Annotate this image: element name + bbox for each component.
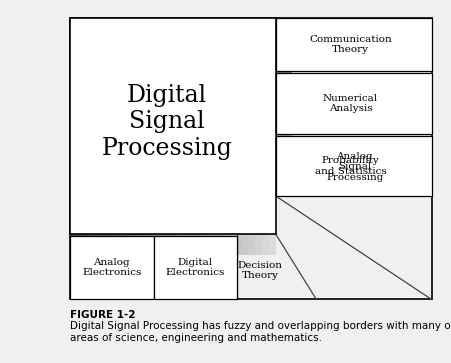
Bar [275, 54, 291, 60]
Text: Probability
and Statistics: Probability and Statistics [314, 156, 386, 176]
Bar [275, 137, 291, 143]
Bar [221, 232, 227, 255]
Bar [275, 136, 431, 196]
Bar [70, 236, 153, 299]
Bar [275, 83, 291, 89]
Bar [145, 232, 152, 255]
Bar [275, 30, 291, 36]
Bar [153, 236, 237, 299]
Bar [83, 232, 90, 255]
Bar [193, 232, 200, 255]
Bar [275, 184, 291, 190]
Bar [275, 190, 291, 196]
Bar [262, 232, 268, 255]
Bar [104, 232, 111, 255]
Bar [275, 42, 291, 48]
Bar [179, 232, 186, 255]
Text: Digital
Signal
Processing: Digital Signal Processing [101, 84, 232, 160]
Bar [248, 232, 254, 255]
Bar [118, 232, 124, 255]
Text: Decision
Theory: Decision Theory [237, 261, 282, 280]
Bar [241, 232, 248, 255]
Bar [275, 113, 291, 119]
Text: Digital Signal Processing has fuzzy and overlapping borders with many other
area: Digital Signal Processing has fuzzy and … [70, 321, 451, 343]
Text: Analog
Signal
Processing: Analog Signal Processing [326, 152, 382, 182]
Bar [275, 24, 291, 30]
Bar [275, 18, 291, 24]
Bar [275, 48, 291, 54]
Bar [90, 232, 97, 255]
Bar [70, 232, 77, 255]
Bar [214, 232, 221, 255]
Bar [124, 232, 132, 255]
Bar [138, 232, 145, 255]
Bar [275, 107, 291, 113]
Bar [275, 36, 291, 42]
Bar [275, 172, 291, 178]
Bar [275, 178, 291, 184]
Bar [275, 60, 291, 66]
Bar [186, 232, 193, 255]
Bar [77, 232, 83, 255]
Bar [275, 143, 291, 148]
Bar [200, 232, 207, 255]
Text: Digital
Electronics: Digital Electronics [166, 258, 225, 277]
Text: Analog
Electronics: Analog Electronics [82, 258, 141, 277]
Bar [275, 101, 291, 107]
Bar [268, 232, 275, 255]
Bar [132, 232, 138, 255]
Bar [70, 18, 275, 234]
Bar [97, 232, 104, 255]
Bar [70, 18, 431, 299]
Bar [159, 232, 166, 255]
Bar [275, 160, 291, 166]
Bar [275, 155, 291, 160]
Bar [254, 232, 262, 255]
Bar [227, 232, 234, 255]
Bar [152, 232, 159, 255]
Bar [275, 73, 431, 134]
Text: Communication
Theory: Communication Theory [308, 35, 391, 54]
Bar [275, 131, 291, 137]
Bar [275, 72, 291, 77]
Bar [275, 77, 291, 83]
Bar [275, 18, 431, 71]
Bar [173, 232, 179, 255]
Bar [166, 232, 173, 255]
Bar [275, 148, 291, 155]
Text: FIGURE 1-2: FIGURE 1-2 [70, 310, 135, 321]
Bar [207, 232, 214, 255]
Bar [275, 89, 291, 95]
Bar [234, 232, 241, 255]
Bar [111, 232, 118, 255]
Bar [275, 66, 291, 72]
Bar [275, 95, 291, 101]
Bar [275, 119, 291, 125]
Bar [275, 125, 291, 131]
Bar [275, 166, 291, 172]
Text: Numerical
Analysis: Numerical Analysis [322, 94, 377, 113]
